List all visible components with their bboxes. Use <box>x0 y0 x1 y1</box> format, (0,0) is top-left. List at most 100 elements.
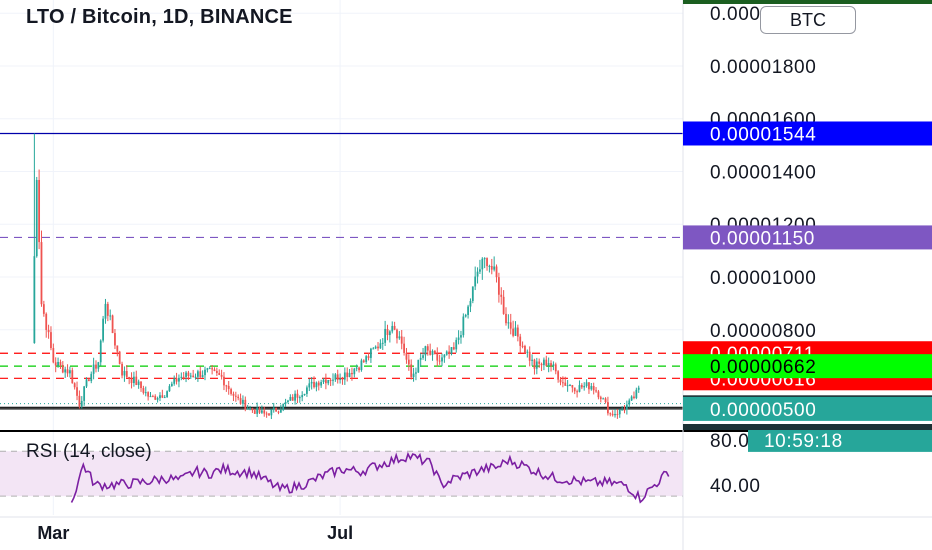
candle-body <box>279 409 282 413</box>
candle-body <box>353 368 356 375</box>
candle-body <box>114 333 116 346</box>
candle <box>232 391 235 402</box>
candle <box>142 385 145 395</box>
currency-badge[interactable]: BTC <box>760 6 856 34</box>
candle <box>256 402 259 418</box>
candle-body <box>625 404 628 410</box>
price-tick-label: 0.00001000 <box>710 268 816 289</box>
candle-body <box>244 399 247 410</box>
candle-body <box>242 399 244 404</box>
candle-body <box>73 383 76 388</box>
candle-body <box>220 374 223 377</box>
candle <box>59 359 62 369</box>
candle <box>213 367 216 372</box>
candle-body <box>324 379 327 384</box>
candle <box>426 344 429 356</box>
candle-body <box>310 381 313 384</box>
candle-body <box>161 395 164 398</box>
candle-body <box>564 382 567 386</box>
candle <box>57 357 59 368</box>
candle <box>637 385 640 393</box>
candle <box>429 343 432 356</box>
candle-body <box>443 354 446 358</box>
candle-body <box>159 395 161 399</box>
candle <box>218 369 221 376</box>
candle-body <box>45 313 48 330</box>
candle-body <box>78 395 81 407</box>
candle <box>173 375 176 386</box>
candle <box>476 267 479 284</box>
candle-body <box>507 322 510 324</box>
candle-body <box>509 322 512 329</box>
candle-body <box>474 276 477 287</box>
candle <box>490 258 493 275</box>
candle-body <box>246 408 249 410</box>
candle <box>246 404 249 410</box>
candle <box>614 409 616 418</box>
candle <box>61 361 64 374</box>
candle <box>189 372 192 380</box>
candle <box>47 324 50 339</box>
candle-body <box>137 381 140 385</box>
candle <box>381 338 384 350</box>
candle <box>294 390 296 405</box>
candle <box>272 402 275 413</box>
candle <box>215 367 218 377</box>
candle <box>265 411 268 418</box>
candle-body <box>206 368 209 370</box>
candle-body <box>588 382 590 390</box>
candle <box>346 367 349 382</box>
candle <box>576 389 578 398</box>
candle-body <box>313 381 315 388</box>
candle-body <box>602 398 605 400</box>
price-tick-label: 0.00001800 <box>710 57 816 78</box>
candle-body <box>393 325 396 330</box>
candle-body <box>218 373 221 375</box>
candle-body <box>59 361 62 366</box>
candle-body <box>490 265 493 270</box>
candle <box>199 366 202 379</box>
candle-body <box>609 413 612 415</box>
price-tags: 0.000015440.000011500.000007110.00000616… <box>683 0 932 452</box>
candle <box>324 373 327 390</box>
candle-body <box>500 294 503 297</box>
candle-body <box>253 410 256 414</box>
candle-body <box>301 395 304 398</box>
candle <box>80 396 83 409</box>
candle <box>341 376 344 385</box>
candle <box>339 373 341 384</box>
candle <box>516 324 519 342</box>
candle <box>128 376 131 385</box>
candle <box>149 392 152 398</box>
horizontal-lines <box>0 132 683 410</box>
candle-body <box>87 379 90 381</box>
candle <box>206 367 209 373</box>
candle-body <box>547 363 550 366</box>
candle-body <box>528 351 531 361</box>
candle <box>237 394 240 401</box>
candle <box>133 371 135 387</box>
candle <box>42 300 45 317</box>
candle-body <box>215 371 218 374</box>
candle-body <box>381 342 384 344</box>
candle <box>607 396 609 416</box>
candle-body <box>320 382 323 386</box>
price-tag-box <box>683 396 932 421</box>
candle <box>521 341 524 349</box>
candle <box>474 266 477 291</box>
grid-lines <box>0 0 683 515</box>
candle <box>578 380 581 393</box>
candle <box>396 328 398 344</box>
candle-body <box>355 367 358 369</box>
candle-body <box>372 348 375 350</box>
rsi-tick-label: 40.00 <box>710 476 761 497</box>
candle-body <box>533 359 536 369</box>
candle <box>163 395 166 399</box>
candle-body <box>614 414 616 416</box>
candle <box>251 407 254 413</box>
candle-body <box>327 379 330 384</box>
candle-body <box>64 369 67 373</box>
candle-body <box>175 378 178 382</box>
candle-body <box>189 375 192 377</box>
